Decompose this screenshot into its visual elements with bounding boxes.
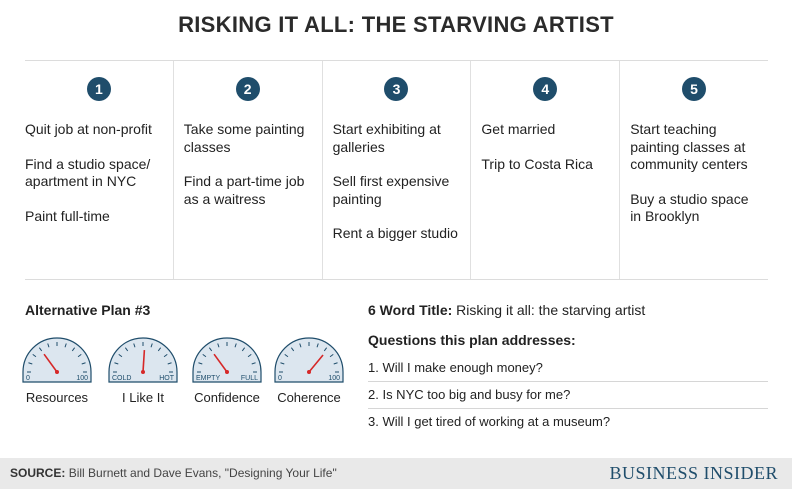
source-credit: SOURCE: Bill Burnett and Dave Evans, "De… <box>10 466 337 480</box>
gauge-tick <box>167 362 172 365</box>
gauge-tick <box>133 343 136 348</box>
gauge-tick <box>234 343 237 348</box>
gauge-needle <box>43 353 58 373</box>
gauge-tick <box>28 362 33 365</box>
source-text: Bill Burnett and Dave Evans, "Designing … <box>68 466 337 480</box>
question-item: 1. Will I make enough money? <box>368 356 768 382</box>
step-item: Trip to Costa Rica <box>481 155 593 172</box>
plan-label: Alternative Plan #3 <box>25 302 151 318</box>
questions-heading: Questions this plan addresses: <box>368 332 576 348</box>
gauge-tick <box>329 353 334 358</box>
step-column-3: 3 Start exhibiting at galleries Sell fir… <box>323 61 472 279</box>
gauge-tick <box>251 362 256 365</box>
gauge-high-label: 100 <box>76 375 88 382</box>
gauge-tick <box>157 347 162 352</box>
gauge-tick <box>163 353 168 358</box>
gauge-needle <box>308 354 324 373</box>
steps-row: 1 Quit job at non-profit Find a studio s… <box>25 60 768 280</box>
gauge-tick <box>316 343 319 348</box>
gauge-dial-icon: 0 100 <box>22 337 92 383</box>
gauge-tick <box>71 347 76 352</box>
page-title: RISKING IT ALL: THE STARVING ARTIST <box>178 12 614 37</box>
six-word-title-value: Risking it all: the starving artist <box>456 302 646 318</box>
gauge-tick <box>198 362 203 365</box>
gauge-low-label: COLD <box>112 375 131 382</box>
gauge-dial-icon: COLD HOT <box>108 337 178 383</box>
gauge-tick <box>114 362 119 365</box>
gauge-caption: Confidence <box>194 390 260 405</box>
gauge-needle <box>213 353 228 373</box>
gauge-tick <box>217 343 220 348</box>
gauge-tick <box>247 353 252 358</box>
step-number-badge: 4 <box>533 77 558 101</box>
step-column-2: 2 Take some painting classes Find a part… <box>174 61 323 279</box>
gauge-low-label: 0 <box>26 375 30 382</box>
gauge-tick <box>118 353 123 358</box>
source-label: SOURCE: <box>10 466 66 480</box>
step-column-5: 5 Start teaching painting classes at com… <box>620 61 768 279</box>
gauges-row: 0 100 Resources COLD HOT I Like It EMPTY… <box>20 334 350 414</box>
gauge-tick <box>64 343 67 348</box>
step-item: Take some painting classes <box>183 121 305 155</box>
step-column-4: 4 Get married Trip to Costa Rica <box>471 61 621 279</box>
gauge-dial-icon: 0 100 <box>274 337 344 383</box>
gauge-caption: I Like It <box>122 390 164 405</box>
step-item: Rent a bigger studio <box>332 225 458 241</box>
step-number-badge: 1 <box>86 77 111 101</box>
gauge-resources: 0 100 Resources <box>20 334 94 405</box>
gauge-low-label: EMPTY <box>196 375 220 382</box>
gauge-tick <box>280 362 285 365</box>
question-item: 3. Will I get tired of working at a muse… <box>368 414 611 429</box>
gauge-caption: Coherence <box>277 390 341 405</box>
gauge-tick <box>150 343 153 348</box>
gauge-confidence: EMPTY FULL Confidence <box>190 334 264 405</box>
six-word-title: 6 Word Title: Risking it all: the starvi… <box>368 302 645 318</box>
step-item: Find a studio space/ apartment in NYC <box>25 155 151 190</box>
gauge-low-label: 0 <box>278 375 282 382</box>
gauge-coherence: 0 100 Coherence <box>272 334 346 405</box>
gauge-tick <box>241 347 246 352</box>
gauge-tick <box>47 343 50 348</box>
step-item: Find a part-time job as a waitress <box>183 173 305 207</box>
gauge-tick <box>38 347 43 352</box>
gauge-tick <box>299 343 302 348</box>
step-number-badge: 3 <box>384 77 409 101</box>
gauge-tick <box>202 353 207 358</box>
gauge-needle <box>142 349 146 373</box>
step-item: Quit job at non-profit <box>25 121 152 137</box>
gauge-tick <box>208 347 213 352</box>
gauge-tick <box>124 347 129 352</box>
footer: SOURCE: Bill Burnett and Dave Evans, "De… <box>0 458 792 489</box>
step-column-1: 1 Quit job at non-profit Find a studio s… <box>25 61 174 279</box>
gauge-high-label: FULL <box>241 375 258 382</box>
gauge-caption: Resources <box>25 390 89 405</box>
step-item: Buy a studio space in Brooklyn <box>630 190 749 225</box>
step-item: Start teaching painting classes at commu… <box>630 121 748 172</box>
step-number-badge: 2 <box>235 77 260 101</box>
gauge-high-label: 100 <box>328 375 340 382</box>
gauge-tick <box>284 353 289 358</box>
gauge-tick <box>323 347 328 352</box>
brand-logo: BUSINESS INSIDER <box>609 463 778 483</box>
step-item: Paint full-time <box>25 207 110 224</box>
gauge-high-label: HOT <box>159 375 175 382</box>
step-item: Get married <box>481 121 556 137</box>
step-item: Sell first expensive painting <box>332 173 450 207</box>
question-item: 2. Is NYC too big and busy for me? <box>368 383 768 409</box>
gauge-tick <box>333 362 338 365</box>
gauge-dial-icon: EMPTY FULL <box>192 337 262 383</box>
gauge-tick <box>81 362 86 365</box>
questions-list: 1. Will I make enough money? 2. Is NYC t… <box>368 356 768 436</box>
step-number-badge: 5 <box>682 77 707 101</box>
six-word-title-label: 6 Word Title: <box>368 302 453 318</box>
gauge-tick <box>290 347 295 352</box>
gauge-i-like-it: COLD HOT I Like It <box>106 334 180 405</box>
step-item: Start exhibiting at galleries <box>332 121 441 155</box>
gauge-tick <box>77 353 82 358</box>
gauge-tick <box>32 353 37 358</box>
